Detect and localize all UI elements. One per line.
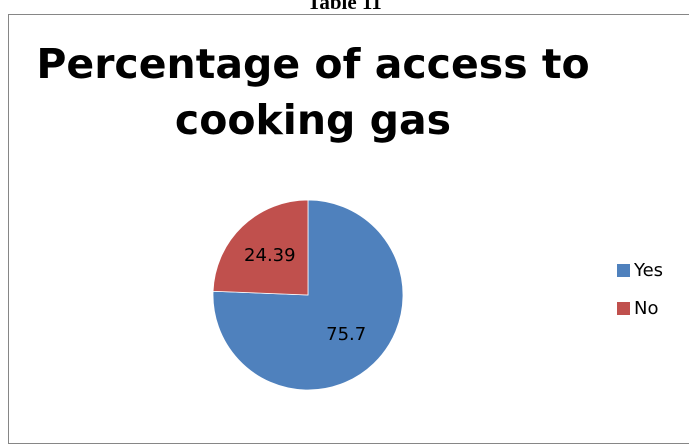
legend-label-yes: Yes bbox=[634, 259, 664, 281]
data-label-no: 24.39 bbox=[244, 245, 296, 266]
legend-swatch-yes bbox=[617, 263, 630, 277]
legend-swatch-no bbox=[617, 301, 630, 315]
data-label-yes: 75.7 bbox=[326, 324, 366, 345]
chart-title: Percentage of access to cooking gas bbox=[36, 40, 590, 144]
pie-slice-no bbox=[212, 199, 309, 296]
legend-item-no: No bbox=[617, 294, 683, 322]
legend: Yes No bbox=[617, 256, 683, 332]
table-caption: Table 11 bbox=[307, 0, 382, 14]
pie-chart: 75.7 24.39 bbox=[212, 199, 404, 391]
legend-item-yes: Yes bbox=[617, 256, 683, 284]
legend-label-no: No bbox=[634, 297, 659, 319]
